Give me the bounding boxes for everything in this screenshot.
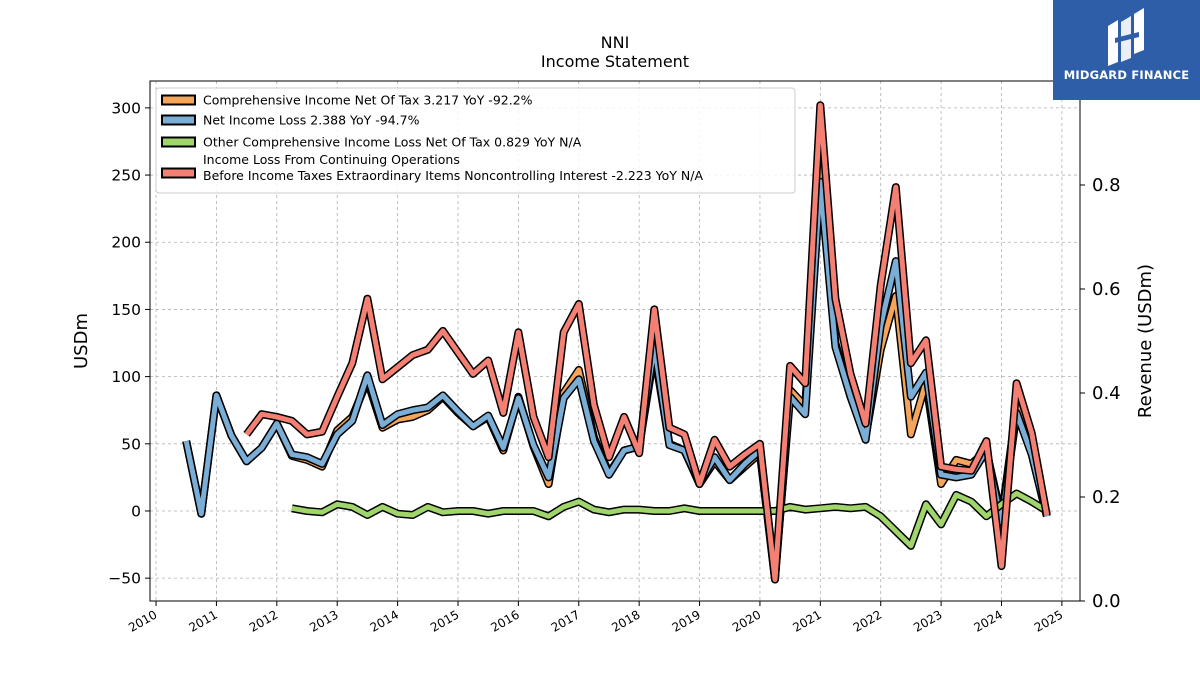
x-tick-label: 2013 bbox=[307, 607, 340, 634]
legend-frame bbox=[155, 87, 796, 194]
legend-swatch-3 bbox=[161, 167, 196, 179]
x-tick-label: 2022 bbox=[851, 607, 884, 634]
y-axis-label: USDm bbox=[71, 313, 92, 369]
brand-name: MIDGARD FINANCE bbox=[1063, 68, 1190, 82]
x-tick-label: 2025 bbox=[1032, 607, 1065, 634]
x-tick-label: 2024 bbox=[972, 607, 1005, 634]
y-axis-ticks: −50 0 50 100 150 200 250 300 bbox=[108, 99, 150, 588]
y-tick-label: −50 bbox=[108, 570, 141, 588]
y2-axis-ticks: 0.0 0.2 0.4 0.6 0.8 bbox=[1080, 175, 1121, 612]
y2-axis-label: Revenue (USDm) bbox=[1135, 264, 1156, 418]
legend: Comprehensive Income Net Of Tax 3.217 Yo… bbox=[155, 87, 796, 194]
y2-tick-label: 0.0 bbox=[1092, 591, 1121, 612]
plot-frame bbox=[149, 80, 1081, 602]
y2-tick-label: 0.2 bbox=[1092, 487, 1121, 508]
legend-swatch-1 bbox=[161, 114, 196, 126]
x-tick-label: 2017 bbox=[549, 607, 582, 634]
chart-title: NNI bbox=[601, 33, 630, 52]
x-axis-ticks: 2010 2011 2012 2013 2014 2015 2016 2017 2018 2019… bbox=[126, 601, 1065, 635]
x-tick-label: 2021 bbox=[790, 607, 823, 634]
chart-subtitle: Income Statement bbox=[541, 52, 689, 71]
y-tick-label: 150 bbox=[111, 301, 141, 319]
x-tick-label: 2020 bbox=[730, 607, 763, 634]
x-tick-label: 2015 bbox=[428, 607, 461, 634]
legend-entry-3: Income Loss From Continuing Operations Be… bbox=[203, 152, 703, 183]
x-tick-label: 2016 bbox=[488, 607, 521, 634]
series-lines bbox=[182, 101, 1051, 584]
legend-entry-1: Net Income Loss 2.388 YoY -94.7% bbox=[203, 113, 420, 128]
x-tick-label: 2012 bbox=[247, 607, 280, 634]
x-tick-label: 2014 bbox=[368, 607, 401, 634]
y-tick-label: 0 bbox=[131, 502, 141, 520]
legend-entry-2: Other Comprehensive Income Loss Net Of T… bbox=[203, 135, 582, 150]
legend-entry-0: Comprehensive Income Net Of Tax 3.217 Yo… bbox=[203, 93, 533, 108]
x-tick-label: 2019 bbox=[670, 607, 703, 634]
brand-mark-icon bbox=[1108, 8, 1144, 66]
y2-tick-label: 0.4 bbox=[1092, 383, 1121, 404]
series-outline-2 bbox=[291, 489, 1049, 550]
y-tick-label: 200 bbox=[111, 234, 141, 252]
y-tick-label: 300 bbox=[111, 99, 141, 117]
x-tick-label: 2018 bbox=[609, 607, 642, 634]
y-tick-label: 250 bbox=[111, 167, 141, 185]
series-line-3 bbox=[244, 102, 1050, 582]
brand-logo: MIDGARD FINANCE bbox=[1053, 0, 1200, 100]
series-line-2 bbox=[291, 491, 1049, 549]
x-tick-label: 2010 bbox=[126, 607, 159, 634]
legend-swatch-2 bbox=[161, 136, 196, 148]
x-tick-label: 2023 bbox=[911, 607, 944, 634]
y2-tick-label: 0.8 bbox=[1092, 175, 1121, 196]
y-tick-label: 50 bbox=[121, 435, 141, 453]
y-tick-label: 100 bbox=[111, 368, 141, 386]
x-tick-label: 2011 bbox=[186, 607, 219, 634]
series-line-1 bbox=[183, 179, 1050, 580]
y2-tick-label: 0.6 bbox=[1092, 279, 1121, 300]
legend-swatch-0 bbox=[161, 94, 196, 106]
